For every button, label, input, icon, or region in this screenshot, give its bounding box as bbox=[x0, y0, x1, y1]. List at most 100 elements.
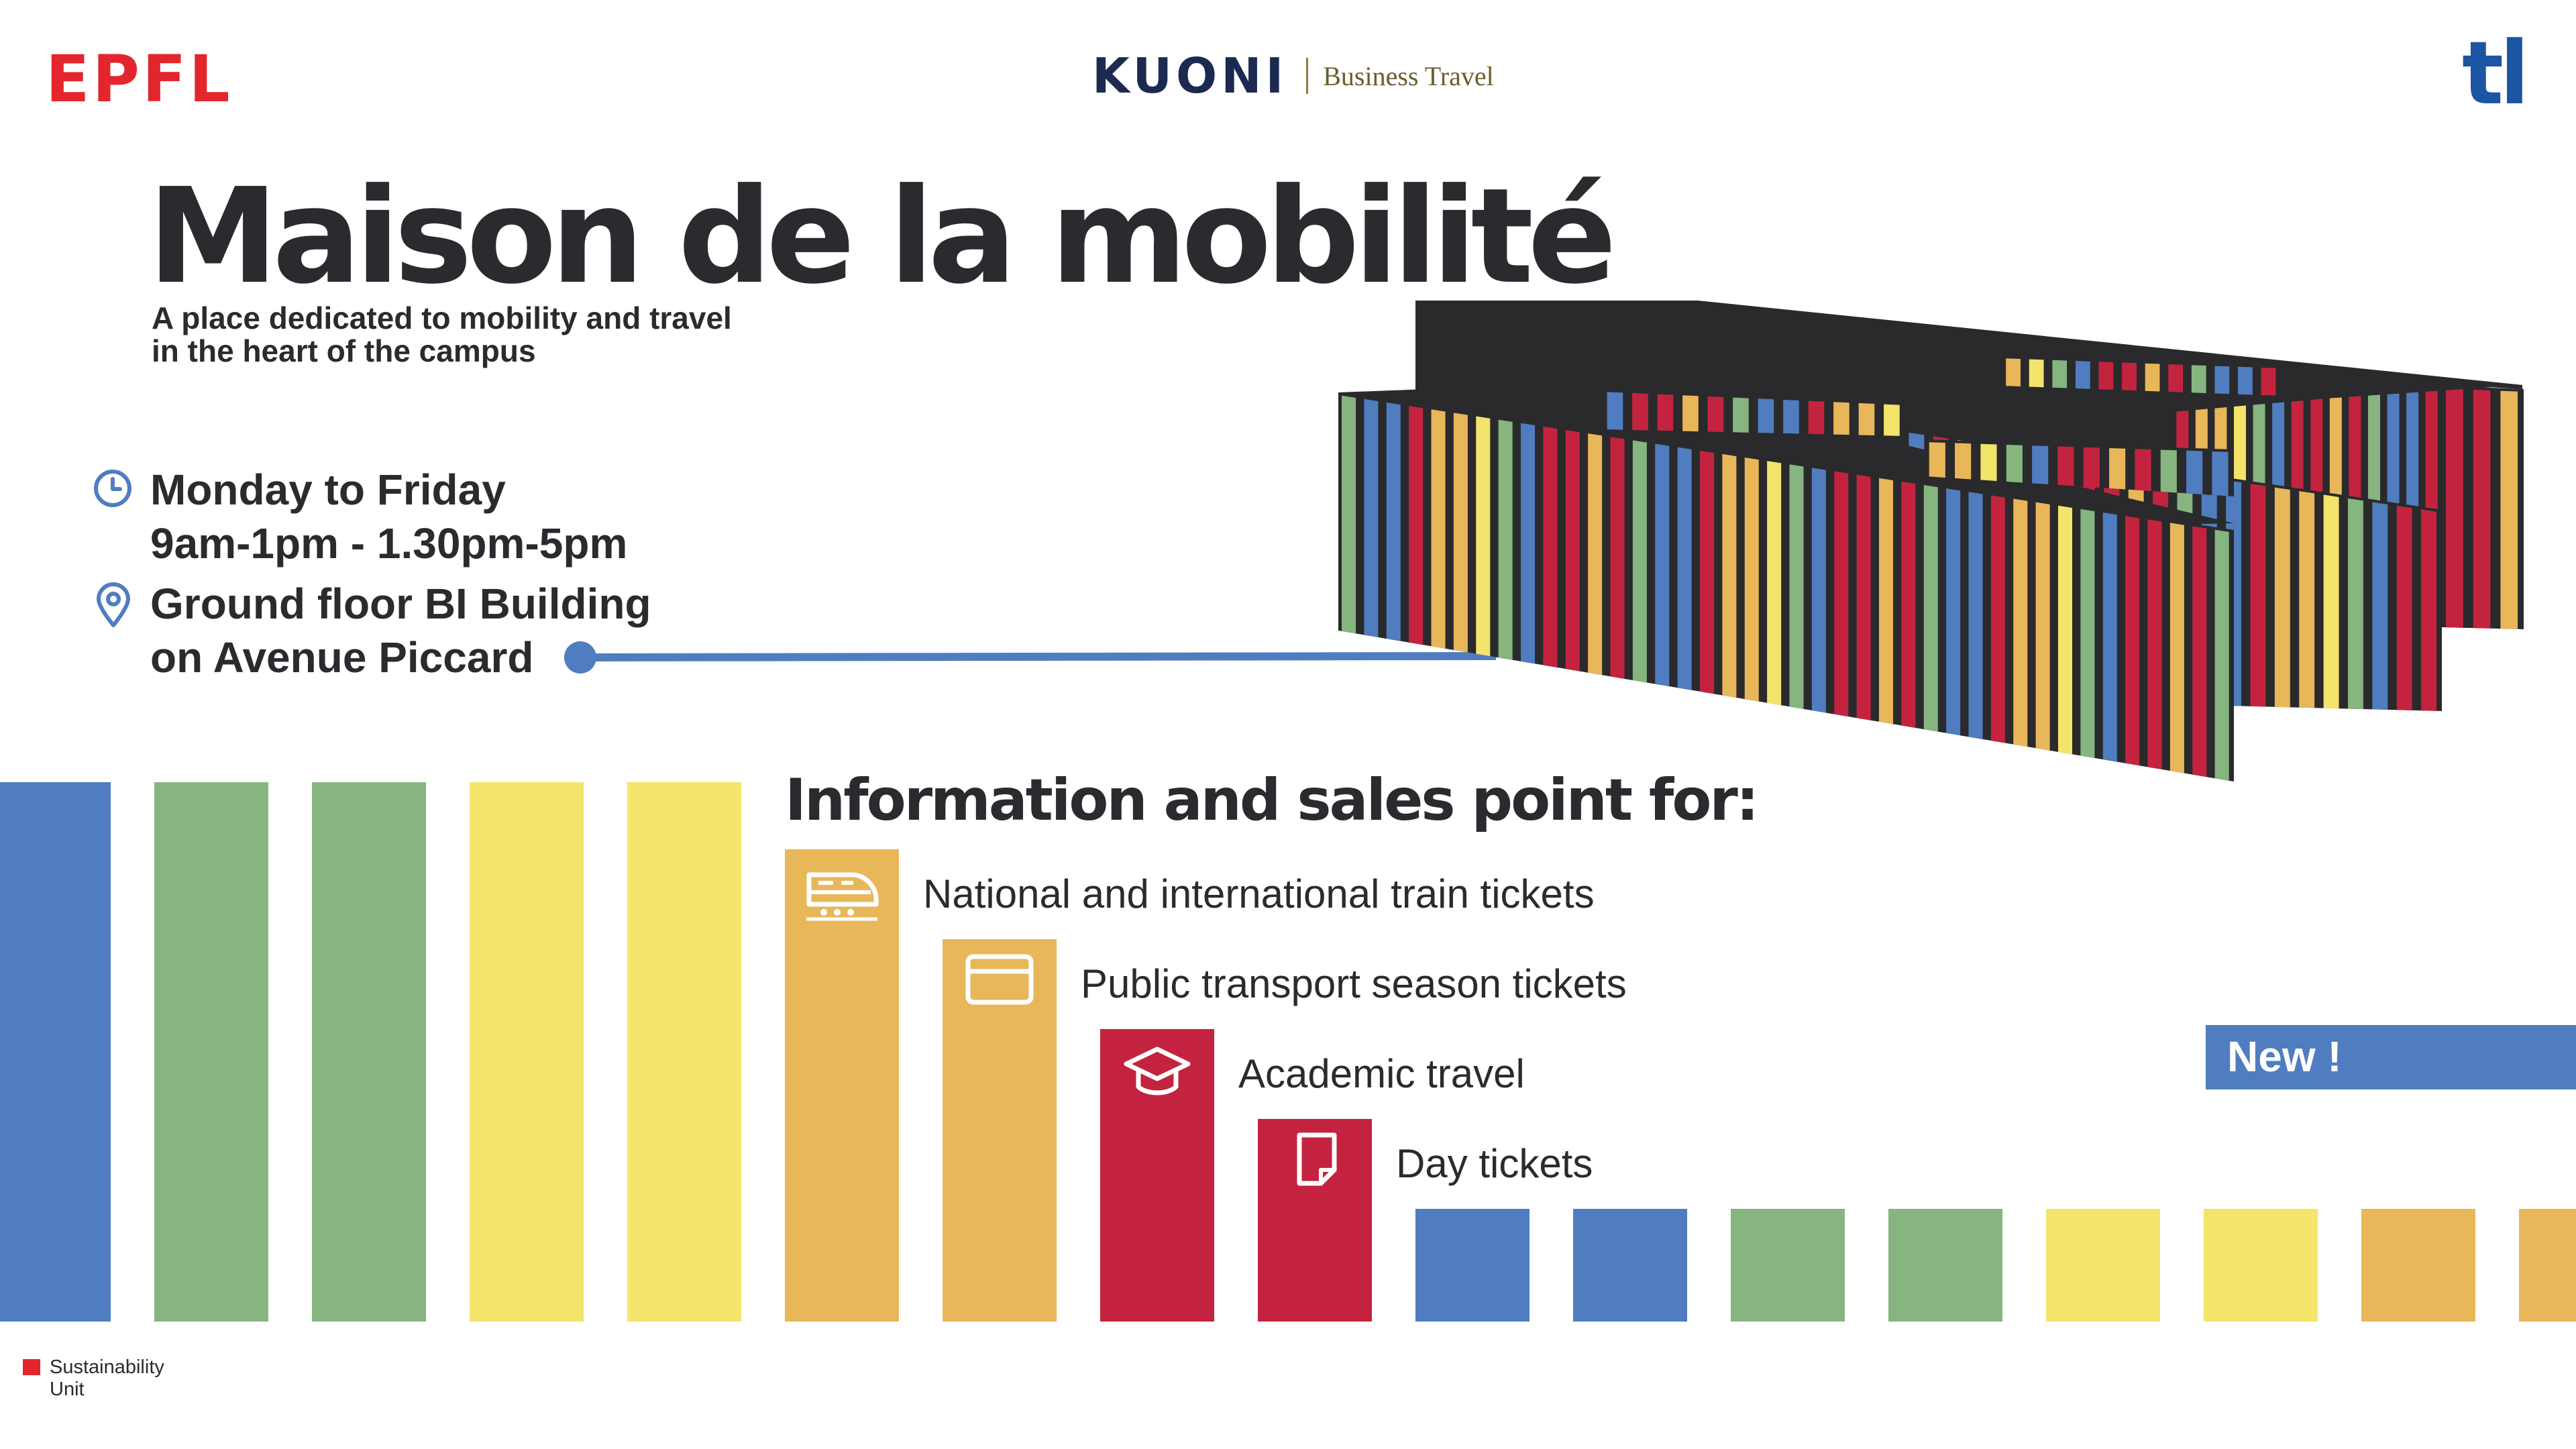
building-stripe bbox=[2102, 513, 2117, 762]
building-stripe bbox=[1968, 492, 1983, 739]
map-pin-icon bbox=[95, 582, 131, 628]
schedule-hours: 9am-1pm - 1.30pm-5pm bbox=[150, 519, 628, 568]
building-stripe bbox=[1946, 488, 1961, 736]
service-label-day: Day tickets bbox=[1396, 1141, 1593, 1186]
building-stripe bbox=[1610, 437, 1625, 679]
building-wall-base bbox=[1925, 439, 2234, 496]
subtitle-line: in the heart of the campus bbox=[152, 333, 536, 368]
color-bar bbox=[1573, 1209, 1687, 1322]
ticket-icon bbox=[1295, 1131, 1338, 1191]
building-stripe bbox=[1808, 400, 1825, 435]
building-stripe bbox=[1588, 433, 1603, 676]
building-stripe bbox=[2323, 494, 2339, 709]
clock-icon bbox=[93, 468, 133, 508]
building-stripe bbox=[1342, 395, 1356, 634]
building-stripe bbox=[2160, 449, 2177, 493]
building-wall-base bbox=[2002, 356, 2281, 396]
color-bar bbox=[2204, 1209, 2318, 1322]
footer-line: Unit bbox=[50, 1379, 85, 1400]
tl-logo: tl bbox=[2462, 22, 2530, 124]
building-stripe bbox=[1657, 394, 1674, 431]
service-label-academic: Academic travel bbox=[1238, 1051, 1525, 1096]
building-stripe bbox=[1858, 402, 1875, 435]
kuoni-logo: KUONI Business Travel bbox=[1092, 48, 1494, 104]
building-stripe bbox=[2396, 505, 2412, 710]
building-stripe bbox=[2029, 359, 2044, 388]
sustainability-square-icon bbox=[23, 1359, 40, 1375]
building-stripe bbox=[2192, 526, 2207, 777]
building-stripe bbox=[2421, 509, 2436, 711]
building-wall-base bbox=[1603, 389, 1905, 436]
building-stripe bbox=[1543, 426, 1558, 668]
building-courtyard bbox=[1603, 356, 2281, 496]
building-stripe bbox=[1386, 402, 1401, 641]
building-stripe bbox=[2080, 508, 2095, 759]
service-label-train: National and international train tickets bbox=[923, 871, 1595, 916]
building-stripe bbox=[2147, 519, 2162, 769]
new-badge-label: New ! bbox=[2227, 1032, 2342, 1081]
color-bar bbox=[1888, 1209, 2002, 1322]
building-stripe bbox=[1980, 443, 1997, 481]
building-stripe bbox=[1789, 464, 1804, 709]
building-stripe bbox=[1700, 450, 1715, 694]
building-stripe bbox=[1453, 413, 1468, 653]
building-stripe bbox=[2032, 445, 2049, 484]
color-bar bbox=[2519, 1209, 2576, 1322]
building-stripe bbox=[2052, 360, 2068, 388]
building-stripe bbox=[2500, 390, 2518, 629]
building-stripe bbox=[1733, 397, 1749, 433]
epfl-logo: EPFL bbox=[46, 42, 233, 117]
building-stripe bbox=[2261, 367, 2276, 396]
building-stripe bbox=[2057, 446, 2074, 486]
building-stripe bbox=[1655, 443, 1670, 687]
building-stripe bbox=[1744, 458, 1759, 702]
building-stripe bbox=[2168, 364, 2184, 392]
building-stripe bbox=[2446, 388, 2463, 628]
building-stripe bbox=[1767, 461, 1782, 706]
sales-heading: Information and sales point for: bbox=[785, 767, 1759, 834]
train-icon bbox=[804, 861, 880, 925]
building-stripe bbox=[2058, 505, 2073, 755]
building-stripe bbox=[1498, 419, 1513, 660]
building-stripe bbox=[2473, 389, 2491, 629]
color-bar bbox=[2361, 1209, 2475, 1322]
building-stripe bbox=[2191, 365, 2206, 393]
building-stripe bbox=[1707, 396, 1724, 432]
building-stripe bbox=[2075, 360, 2090, 389]
building-stripe bbox=[2109, 447, 2126, 490]
building-wall-front bbox=[1338, 392, 2234, 782]
location-line-2: on Avenue Piccard bbox=[150, 633, 534, 682]
connector-dot bbox=[564, 641, 596, 674]
building-stripe bbox=[1990, 495, 2005, 743]
service-bar-day bbox=[1258, 1119, 1372, 1322]
building-stripe bbox=[2186, 450, 2203, 494]
building-stripe bbox=[2372, 502, 2388, 710]
subtitle: A place dedicated to mobility and travel… bbox=[152, 302, 732, 368]
building-stripe bbox=[2274, 487, 2290, 708]
building-stripe bbox=[2145, 363, 2160, 392]
building-stripe bbox=[1923, 485, 1938, 732]
building-stripe bbox=[2250, 484, 2266, 707]
building-stripe bbox=[2083, 447, 2100, 488]
building-stripe bbox=[2299, 491, 2315, 708]
subtitle-line: A place dedicated to mobility and travel bbox=[152, 301, 732, 335]
building-wall-base bbox=[1338, 392, 2234, 782]
color-bar bbox=[154, 782, 268, 1322]
building-stripe bbox=[2013, 498, 2028, 747]
kuoni-logo-word: KUONI bbox=[1092, 48, 1288, 104]
building-stripe bbox=[1632, 440, 1647, 683]
building-stripe bbox=[2135, 449, 2151, 491]
service-bar-academic bbox=[1100, 1029, 1214, 1322]
color-bar bbox=[1415, 1209, 1529, 1322]
page-title: Maison de la mobilité bbox=[148, 160, 1617, 313]
building-stripe bbox=[2169, 523, 2184, 773]
color-bar bbox=[1731, 1209, 1845, 1322]
card-icon bbox=[965, 951, 1034, 1011]
color-bar bbox=[0, 782, 111, 1322]
graduation-cap-icon bbox=[1122, 1042, 1192, 1104]
building-stripe bbox=[1783, 399, 1799, 434]
kuoni-logo-separator bbox=[1306, 58, 1309, 94]
building-stripe bbox=[1677, 447, 1692, 690]
color-bar bbox=[470, 782, 584, 1322]
